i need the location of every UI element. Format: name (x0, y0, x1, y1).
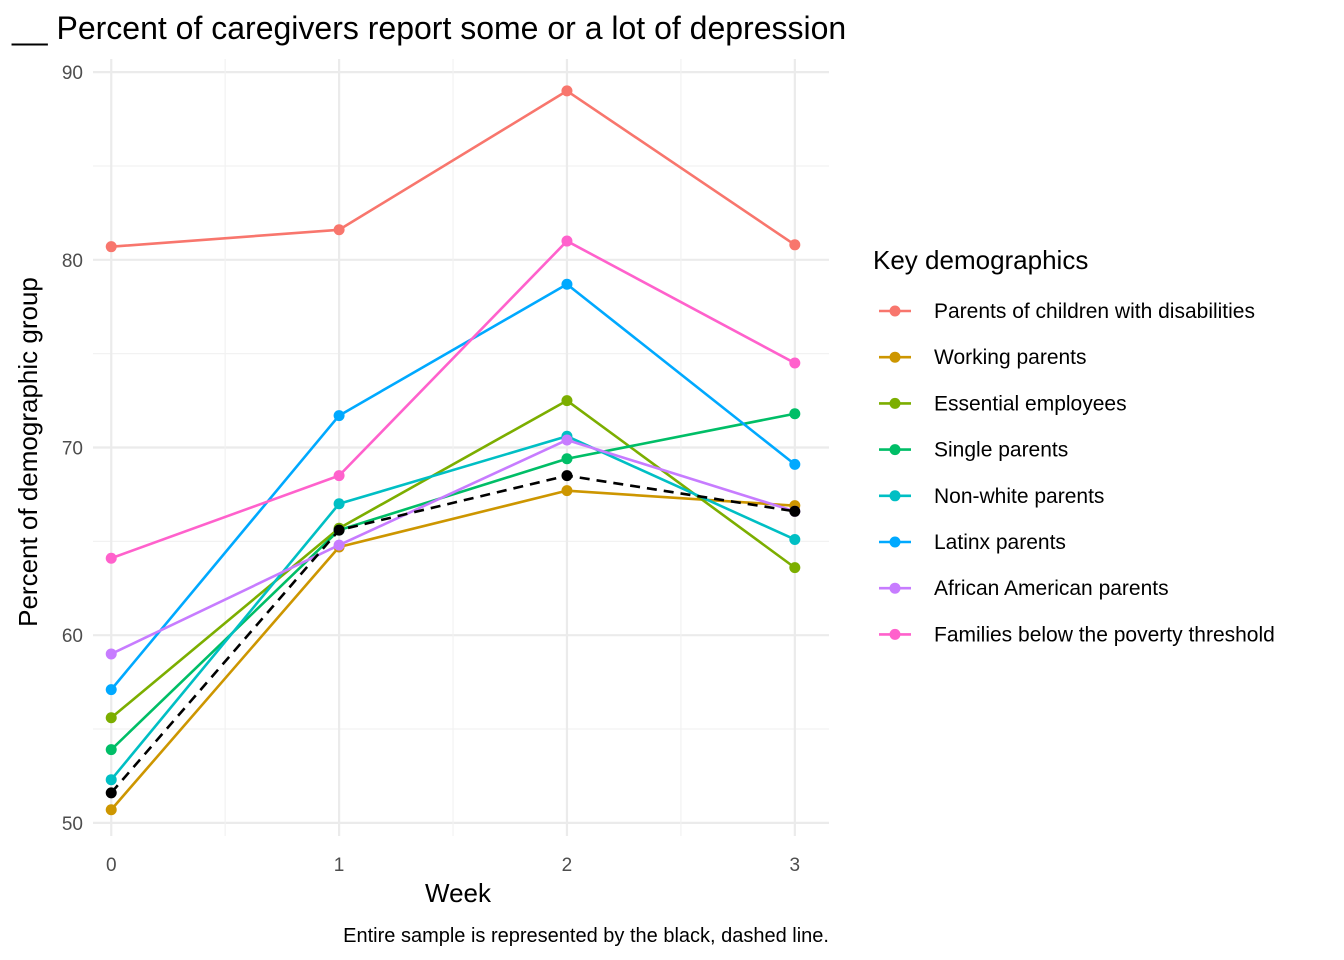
x-tick-label: 3 (790, 855, 801, 876)
legend-key-point (889, 582, 901, 594)
legend-label: Parents of children with disabilities (934, 300, 1255, 323)
data-point (789, 458, 801, 470)
data-point (105, 241, 117, 253)
data-point (105, 712, 117, 724)
legend-key-point (889, 351, 901, 363)
data-point (789, 505, 801, 517)
legend-label: Latinx parents (934, 531, 1066, 554)
x-tick-label: 0 (106, 855, 117, 876)
data-point (105, 684, 117, 696)
legend-key-point (889, 397, 901, 409)
legend-key-point (889, 490, 901, 502)
series-line (110, 434, 796, 781)
series-line (110, 282, 796, 691)
data-point (105, 787, 117, 799)
legend-label: Essential employees (934, 392, 1127, 415)
grid (93, 59, 829, 836)
data-point (561, 235, 573, 247)
data-point (105, 552, 117, 564)
legend-items: Parents of children with disabilities Wor… (879, 300, 1275, 646)
series-line (110, 399, 796, 719)
series (105, 278, 801, 696)
y-tick-label: 50 (62, 814, 83, 835)
overall-series (105, 470, 801, 799)
data-point (789, 562, 801, 574)
x-axis-ticks: 0 1 2 3 (106, 855, 800, 876)
data-point (333, 224, 345, 236)
legend: Key demographics Parents of children wit… (873, 245, 1275, 646)
legend-item: Latinx parents (879, 531, 1066, 554)
x-tick-label: 1 (334, 855, 345, 876)
legend-label: Working parents (934, 346, 1087, 369)
data-point (105, 744, 117, 756)
plot-series (105, 85, 801, 816)
data-point (561, 485, 573, 497)
data-point (105, 804, 117, 816)
data-point (333, 498, 345, 510)
series-line (110, 489, 795, 811)
y-tick-label: 60 (62, 626, 83, 647)
y-tick-label: 80 (62, 251, 83, 272)
chart-title: __ Percent of caregivers report some or … (11, 10, 846, 46)
data-point (561, 453, 573, 465)
series-line (111, 89, 796, 248)
data-point (789, 357, 801, 369)
data-point (333, 470, 345, 482)
legend-item: Families below the poverty threshold (879, 623, 1275, 646)
data-point (789, 408, 801, 420)
data-point (105, 648, 117, 660)
legend-key-point (889, 305, 901, 317)
data-point (789, 239, 801, 251)
series-line (110, 438, 796, 656)
data-point (561, 85, 573, 97)
data-point (561, 434, 573, 446)
series-line (110, 474, 796, 794)
data-point (561, 470, 573, 482)
legend-label: Families below the poverty threshold (934, 623, 1275, 646)
legend-item: Single parents (879, 439, 1068, 462)
legend-item: Non-white parents (879, 485, 1104, 508)
legend-key-point (889, 444, 901, 456)
legend-label: Non-white parents (934, 485, 1104, 508)
legend-item: Essential employees (879, 392, 1127, 415)
legend-item: Parents of children with disabilities (879, 300, 1255, 323)
legend-item: Working parents (879, 346, 1087, 369)
legend-item: African American parents (879, 577, 1169, 600)
data-point (333, 524, 345, 536)
data-point (789, 533, 801, 545)
data-point (561, 395, 573, 407)
legend-label: Single parents (934, 439, 1068, 462)
series-line (110, 239, 796, 560)
legend-key-point (889, 536, 901, 548)
data-point (561, 278, 573, 290)
y-tick-label: 90 (62, 63, 83, 84)
data-point (333, 410, 345, 422)
data-point (333, 539, 345, 551)
legend-label: African American parents (934, 577, 1169, 600)
y-tick-label: 70 (62, 439, 83, 460)
data-point (105, 774, 117, 786)
series (105, 235, 801, 564)
series (105, 85, 801, 253)
chart-caption: Entire sample is represented by the blac… (343, 925, 829, 947)
legend-key-point (889, 628, 901, 640)
x-tick-label: 2 (562, 855, 573, 876)
x-axis-title: Week (425, 878, 492, 908)
legend-title: Key demographics (873, 245, 1088, 275)
y-axis-ticks: 50 60 70 80 90 (62, 63, 83, 835)
y-axis-title: Percent of demographic group (13, 277, 43, 627)
